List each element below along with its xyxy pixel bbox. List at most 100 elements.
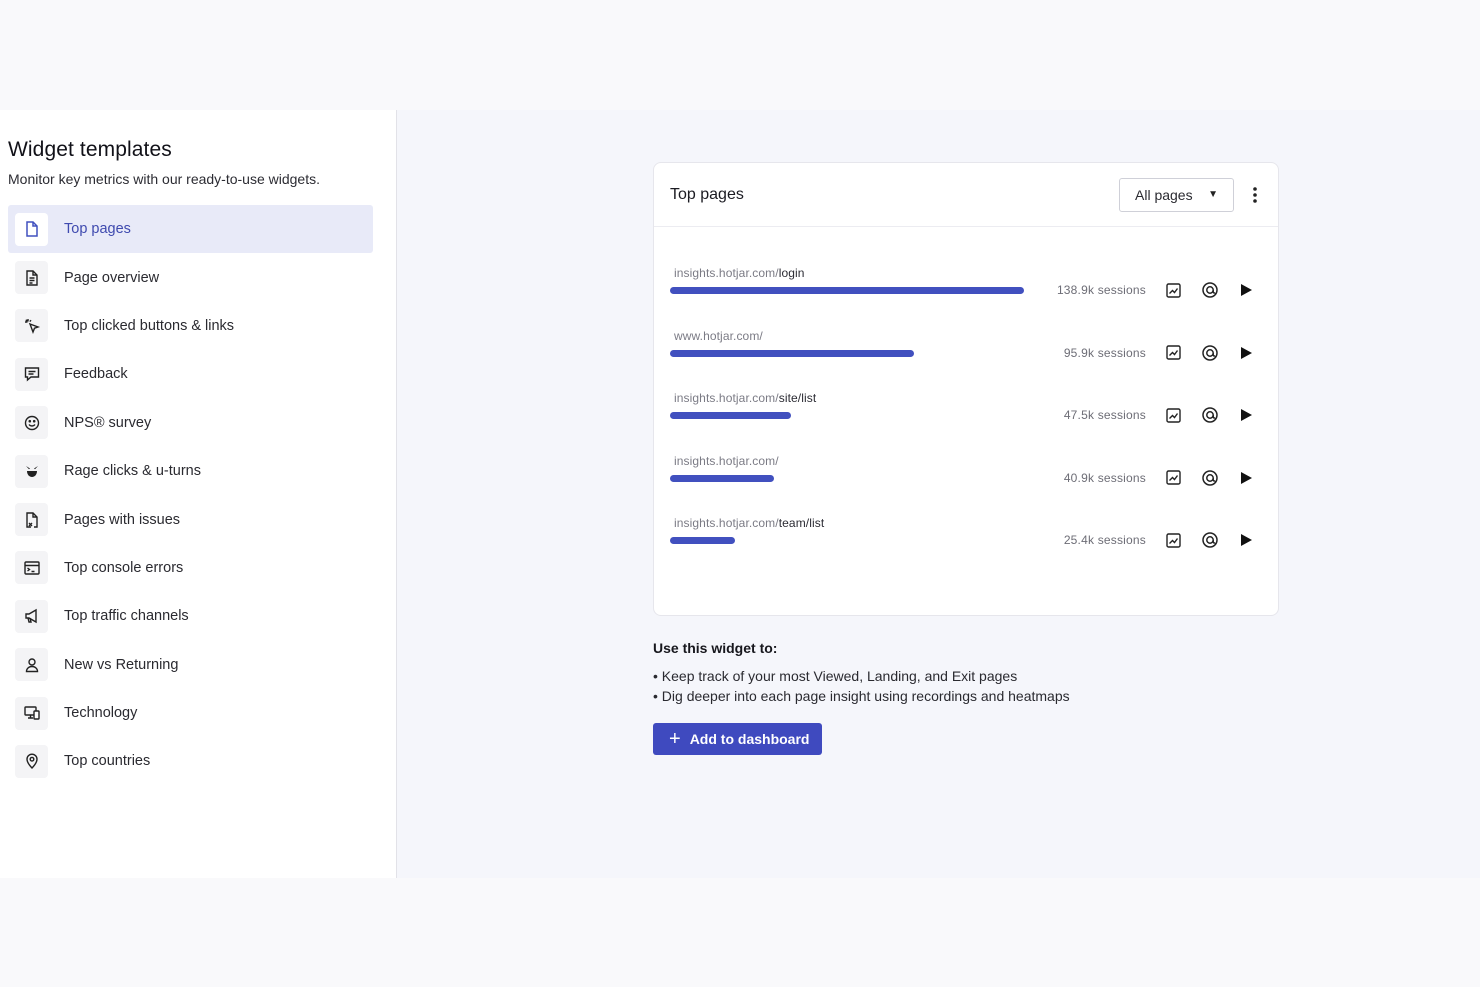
more-options-icon[interactable] bbox=[1248, 183, 1262, 207]
page-path: site/list bbox=[778, 391, 817, 406]
template-item-label: Top clicked buttons & links bbox=[64, 317, 235, 334]
template-item-top-pages[interactable]: Top pages bbox=[8, 205, 373, 254]
sessions-bar bbox=[670, 287, 1024, 294]
sessions-count: 25.4k sessions bbox=[1063, 533, 1146, 548]
template-item-label: Page overview bbox=[64, 269, 160, 286]
sessions-count: 138.9k sessions bbox=[1056, 283, 1146, 297]
sessions-count: 95.9k sessions bbox=[1063, 345, 1146, 360]
sessions-bar-track bbox=[670, 349, 1024, 358]
sessions-bar-track bbox=[670, 287, 1024, 295]
page-url: insights.hotjar.com/ bbox=[670, 454, 1278, 468]
template-item-label: Pages with issues bbox=[64, 511, 181, 528]
template-item-feedback[interactable]: Feedback bbox=[8, 350, 373, 398]
page-url: insights.hotjar.com/login bbox=[670, 266, 1278, 280]
template-item-label: Top console errors bbox=[64, 559, 184, 576]
trend-chart-icon[interactable] bbox=[1164, 469, 1182, 487]
template-item-label: New vs Returning bbox=[64, 656, 179, 673]
page-row[interactable]: insights.hotjar.com/site/list 47.5k sessi… bbox=[670, 391, 1278, 454]
rage-icon bbox=[15, 454, 48, 488]
add-to-dashboard-button[interactable]: + Add to dashboard bbox=[653, 723, 822, 755]
sidebar-title: Widget templates bbox=[8, 138, 172, 161]
document-icon bbox=[15, 261, 48, 295]
template-item-new-returning[interactable]: New vs Returning bbox=[8, 641, 373, 689]
heatmap-icon[interactable] bbox=[1201, 531, 1219, 549]
template-item-pages-issues[interactable]: Pages with issues bbox=[8, 495, 373, 543]
trend-chart-icon[interactable] bbox=[1164, 406, 1182, 424]
widget-header: Top pages All pages ▼ bbox=[654, 163, 1278, 227]
app-window: Widget templates Monitor key metrics wit… bbox=[0, 110, 1480, 878]
page-path: team/list bbox=[778, 516, 825, 531]
heatmap-icon[interactable] bbox=[1201, 281, 1219, 299]
template-item-label: Top countries bbox=[64, 753, 151, 770]
usage-bullet: Dig deeper into each page insight using … bbox=[653, 686, 1253, 706]
page-issue-icon bbox=[15, 503, 48, 537]
pages-filter-dropdown[interactable]: All pages ▼ bbox=[1119, 177, 1234, 212]
template-item-label: Rage clicks & u-turns bbox=[64, 463, 201, 480]
page-row[interactable]: www.hotjar.com/95.9k sessions bbox=[670, 329, 1278, 392]
widget-title: Top pages bbox=[670, 185, 744, 203]
sidebar-subtitle: Monitor key metrics with our ready-to-us… bbox=[8, 171, 320, 187]
top-pages-widget: Top pages All pages ▼ insights.hotjar.co… bbox=[653, 162, 1279, 616]
play-recording-icon[interactable] bbox=[1237, 531, 1255, 549]
page-row[interactable]: insights.hotjar.com/login 138.9k sessions bbox=[670, 266, 1278, 329]
template-item-label: NPS® survey bbox=[64, 414, 152, 431]
page-row[interactable]: insights.hotjar.com/40.9k sessions bbox=[670, 454, 1278, 517]
feedback-icon bbox=[15, 357, 48, 391]
usage-bullets: Keep track of your most Viewed, Landing,… bbox=[653, 666, 1253, 706]
template-item-label: Feedback bbox=[64, 366, 128, 383]
template-item-rage-clicks[interactable]: Rage clicks & u-turns bbox=[8, 447, 373, 495]
sessions-bar bbox=[670, 474, 775, 482]
play-recording-icon[interactable] bbox=[1237, 281, 1255, 299]
heatmap-icon[interactable] bbox=[1201, 469, 1219, 487]
add-to-dashboard-label: Add to dashboard bbox=[689, 731, 810, 747]
template-item-nps[interactable]: NPS® survey bbox=[8, 399, 373, 447]
sessions-count: 47.5k sessions bbox=[1063, 408, 1146, 423]
play-recording-icon[interactable] bbox=[1237, 406, 1255, 424]
heatmap-icon[interactable] bbox=[1201, 406, 1219, 424]
console-icon bbox=[15, 551, 48, 585]
widget-usage: Use this widget to: Keep track of your m… bbox=[653, 640, 1253, 755]
sessions-bar-track bbox=[670, 412, 1024, 420]
template-item-top-countries[interactable]: Top countries bbox=[8, 737, 373, 785]
caret-down-icon: ▼ bbox=[1208, 189, 1218, 200]
template-item-label: Top traffic channels bbox=[64, 608, 189, 625]
template-item-console-errors[interactable]: Top console errors bbox=[8, 544, 373, 592]
page-domain: insights.hotjar.com/ bbox=[674, 266, 779, 280]
template-item-traffic-channels[interactable]: Top traffic channels bbox=[8, 592, 373, 640]
template-item-page-overview[interactable]: Page overview bbox=[8, 253, 373, 301]
devices-icon bbox=[15, 696, 48, 730]
page-url: www.hotjar.com/ bbox=[670, 329, 1278, 343]
pages-list: insights.hotjar.com/login 138.9k sessions… bbox=[654, 227, 1278, 579]
trend-chart-icon[interactable] bbox=[1164, 531, 1182, 549]
heatmap-icon[interactable] bbox=[1201, 344, 1219, 362]
page-url: insights.hotjar.com/site/list bbox=[670, 391, 1278, 405]
sidebar: Widget templates Monitor key metrics wit… bbox=[0, 110, 397, 878]
usage-title: Use this widget to: bbox=[653, 640, 778, 656]
user-icon bbox=[15, 648, 48, 682]
template-item-label: Top pages bbox=[64, 221, 131, 238]
sessions-bar bbox=[670, 412, 792, 420]
preview-panel: Top pages All pages ▼ insights.hotjar.co… bbox=[397, 110, 1480, 878]
sessions-bar bbox=[670, 537, 735, 545]
dropdown-value: All pages bbox=[1135, 186, 1193, 203]
trend-chart-icon[interactable] bbox=[1164, 344, 1182, 362]
page-domain: insights.hotjar.com/ bbox=[674, 453, 779, 468]
template-item-top-clicked[interactable]: Top clicked buttons & links bbox=[8, 302, 373, 350]
trend-chart-icon[interactable] bbox=[1164, 281, 1182, 299]
page-url: insights.hotjar.com/team/list bbox=[670, 516, 1278, 530]
usage-bullet: Keep track of your most Viewed, Landing,… bbox=[653, 666, 1253, 686]
page-path: login bbox=[778, 266, 805, 280]
template-item-label: Technology bbox=[64, 705, 138, 722]
template-item-technology[interactable]: Technology bbox=[8, 689, 373, 737]
plus-icon: + bbox=[669, 728, 681, 750]
sessions-bar-track bbox=[670, 537, 1024, 545]
page-row[interactable]: insights.hotjar.com/team/list 25.4k sessi… bbox=[670, 516, 1278, 579]
sessions-bar bbox=[670, 349, 915, 357]
megaphone-icon bbox=[15, 599, 48, 633]
smiley-icon bbox=[15, 406, 48, 440]
page-domain: www.hotjar.com/ bbox=[674, 328, 763, 343]
play-recording-icon[interactable] bbox=[1237, 344, 1255, 362]
play-recording-icon[interactable] bbox=[1237, 469, 1255, 487]
location-pin-icon bbox=[15, 744, 48, 778]
sessions-bar-track bbox=[670, 474, 1024, 483]
